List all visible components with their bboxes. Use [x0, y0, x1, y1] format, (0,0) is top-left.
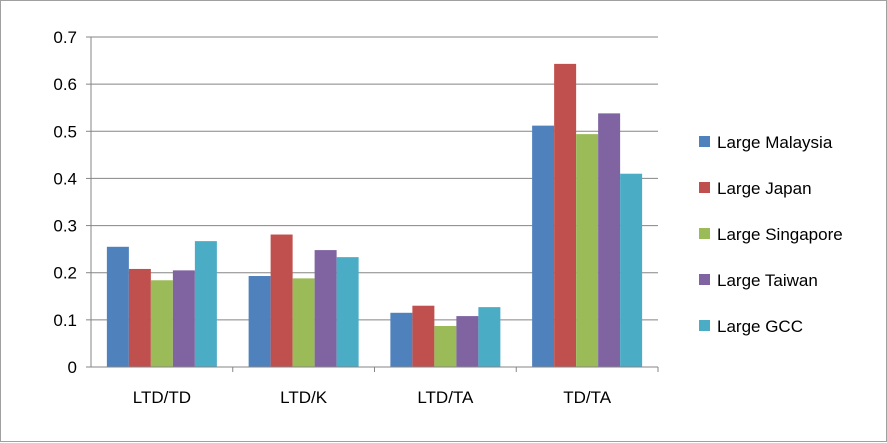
- bar-large-singapore: [434, 325, 457, 367]
- y-tick-label: 0: [68, 358, 77, 377]
- bar-large-singapore: [150, 280, 173, 367]
- bar-large-taiwan: [314, 250, 337, 367]
- y-axis-tick-labels: 0 0.1 0.2 0.3 0.4 0.5 0.6 0.7: [53, 28, 77, 377]
- x-tick-label: LTD/TA: [417, 388, 474, 407]
- legend-label: Large Taiwan: [717, 271, 818, 290]
- legend-label: Large GCC: [717, 317, 803, 336]
- bar-large-japan: [412, 305, 435, 367]
- legend-label: Large Malaysia: [717, 133, 833, 152]
- x-tick-label: TD/TA: [563, 388, 612, 407]
- bar-large-taiwan: [456, 316, 479, 367]
- legend: Large Malaysia Large Japan Large Singapore…: [699, 133, 843, 336]
- bar-large-japan: [128, 268, 151, 367]
- legend-swatch: [699, 136, 710, 147]
- legend-swatch: [699, 274, 710, 285]
- legend-label: Large Singapore: [717, 225, 843, 244]
- bars: [106, 63, 643, 367]
- bar-large-singapore: [292, 278, 315, 367]
- x-tick-label: LTD/K: [280, 388, 328, 407]
- bar-large-taiwan: [172, 270, 195, 367]
- bar-large-malaysia: [106, 246, 129, 367]
- legend-swatch: [699, 228, 710, 239]
- legend-label: Large Japan: [717, 179, 812, 198]
- x-tick-label: LTD/TD: [133, 388, 191, 407]
- y-tick-label: 0.3: [53, 217, 77, 236]
- bar-large-gcc: [478, 307, 501, 367]
- bar-large-gcc: [620, 173, 643, 367]
- bar-large-malaysia: [390, 312, 413, 367]
- y-tick-label: 0.7: [53, 28, 77, 47]
- x-axis-tick-labels: LTD/TD LTD/K LTD/TA TD/TA: [133, 388, 612, 407]
- y-tick-label: 0.1: [53, 311, 77, 330]
- bar-large-japan: [554, 63, 577, 367]
- y-tick-label: 0.2: [53, 264, 77, 283]
- legend-swatch: [699, 320, 710, 331]
- bar-large-gcc: [194, 241, 217, 367]
- bar-large-malaysia: [248, 276, 271, 367]
- bar-large-malaysia: [532, 125, 555, 367]
- y-tick-label: 0.6: [53, 75, 77, 94]
- bar-large-taiwan: [598, 113, 621, 367]
- legend-swatch: [699, 182, 710, 193]
- bar-large-singapore: [576, 134, 599, 367]
- bar-large-japan: [270, 234, 293, 367]
- axes: [86, 36, 659, 372]
- y-tick-label: 0.4: [53, 169, 77, 188]
- y-tick-label: 0.5: [53, 122, 77, 141]
- bar-large-gcc: [336, 257, 359, 367]
